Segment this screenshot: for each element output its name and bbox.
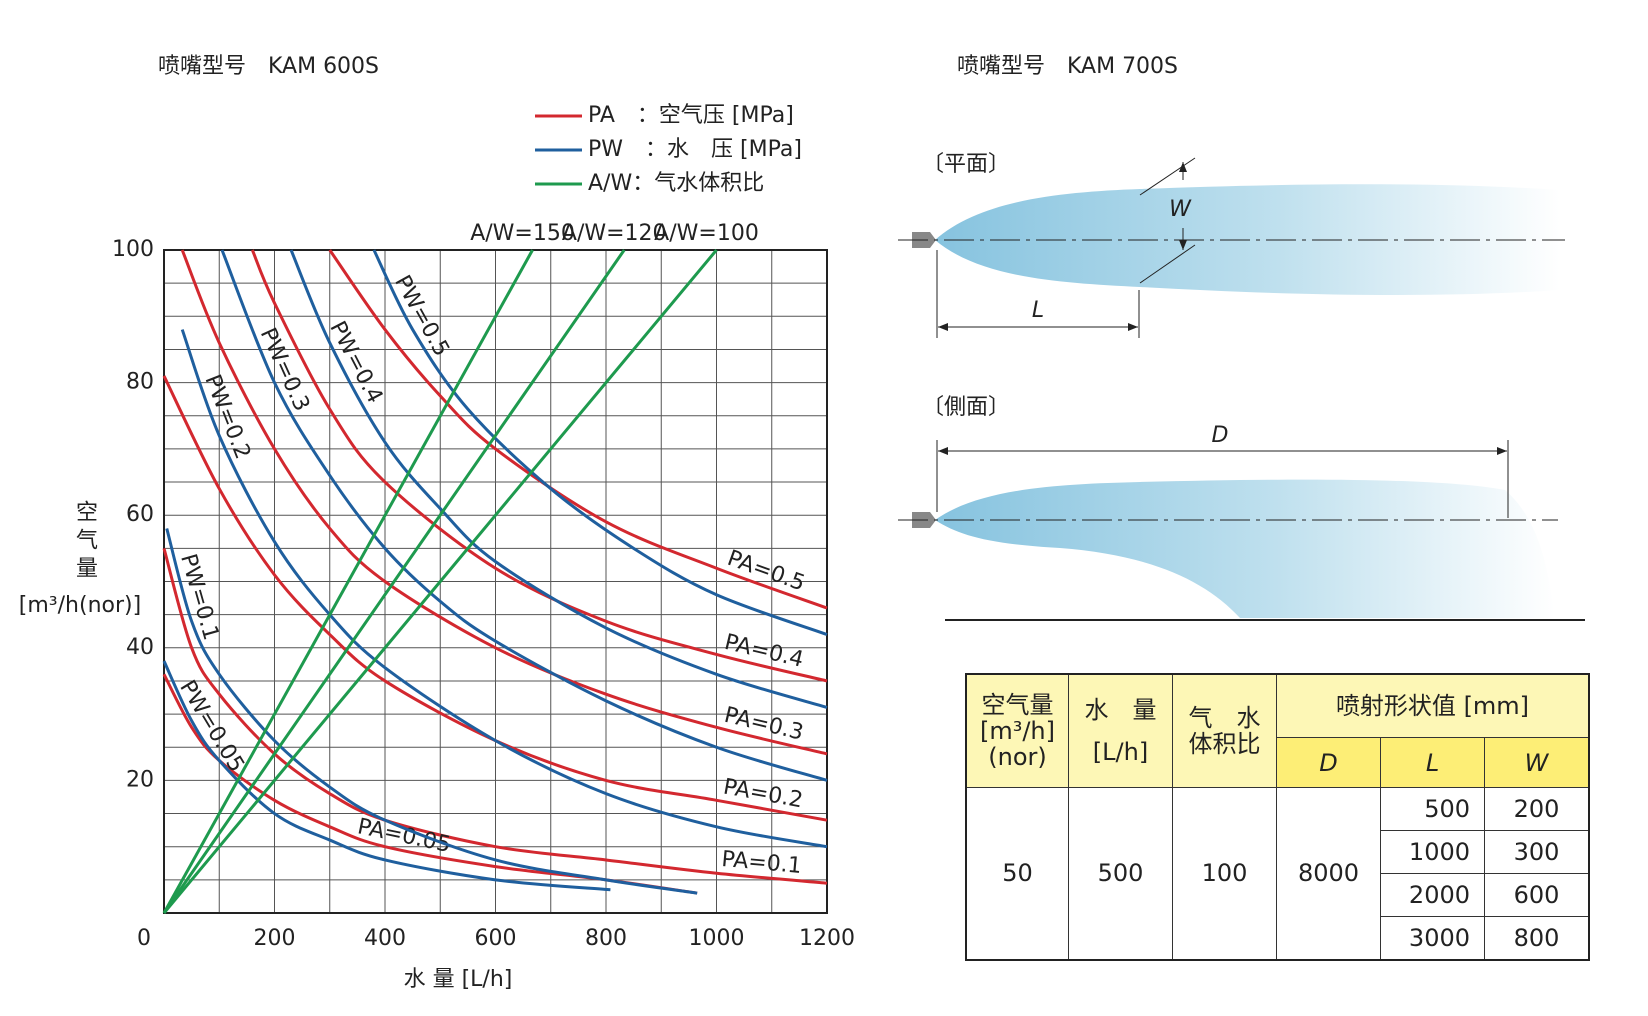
y-axis-title: 空气量 [72, 500, 98, 584]
series-label: A/W=100 [654, 221, 759, 246]
th-water: 水 量 [L/h] [1068, 673, 1173, 788]
cell: 800 [1484, 916, 1590, 960]
x-tick-label: 600 [475, 926, 517, 951]
legend-label: PW ：水 压 [MPa] [588, 137, 802, 162]
cell: 600 [1484, 873, 1590, 917]
ext-line [1139, 244, 1196, 284]
dim-w: W [1169, 197, 1192, 222]
series-line [165, 528, 698, 895]
cell: 2000 [1380, 873, 1485, 917]
chart-title: 喷嘴型号 KAM 600S [158, 54, 379, 79]
series-label: A/W=150 [470, 221, 575, 246]
th-l: L [1380, 737, 1485, 788]
series-line [162, 249, 534, 914]
y-tick-label: 20 [126, 767, 154, 792]
cell: 50 [965, 787, 1069, 960]
series-line [162, 249, 626, 914]
y-tick-label: 60 [126, 502, 154, 527]
th-ratio: 气 水体积比 [1172, 673, 1277, 788]
cell: 气 水 [1188, 704, 1261, 732]
spray-side [935, 479, 1555, 618]
spec-table: 空气量 [m³/h] (nor) 水 量 [L/h] 气 水体积比 喷射形状值 [mm… [965, 673, 1590, 961]
cell: 200 [1484, 787, 1590, 831]
dim-d: D [1212, 423, 1229, 448]
x-tick-label: 400 [364, 926, 406, 951]
cell: 空气量 [981, 691, 1054, 719]
series-line [162, 375, 828, 822]
y-tick-label: 80 [126, 370, 154, 395]
x-tick-label: 1000 [689, 926, 745, 951]
cell: (nor) [988, 743, 1047, 771]
legend-label: PA ：空气压 [MPa] [588, 103, 794, 128]
th-shape: 喷射形状值 [mm] [1276, 673, 1590, 738]
dim-l: L [1032, 298, 1044, 323]
series-line [372, 249, 828, 636]
series-line [162, 249, 718, 914]
diagram-title: 喷嘴型号 KAM 700S [957, 54, 1178, 79]
y-tick-label: 100 [112, 237, 154, 262]
series-line [180, 329, 828, 849]
side-label: 〔側面〕 [922, 395, 1010, 420]
cell: 3000 [1380, 916, 1485, 960]
plan-label: 〔平面〕 [922, 152, 1010, 177]
series-label: PW=0.1 [175, 551, 223, 643]
cell: 体积比 [1188, 730, 1261, 758]
series-line [220, 249, 828, 782]
y-axis-unit: [m³/h(nor)] [19, 593, 141, 618]
x-axis-title: 水 量 [L/h] [404, 967, 513, 992]
plot-frame [163, 249, 828, 914]
cell: 100 [1172, 787, 1277, 960]
series-line [251, 249, 828, 683]
series-line [289, 249, 828, 709]
series-label: A/W=120 [562, 221, 667, 246]
th-air: 空气量 [m³/h] (nor) [965, 673, 1069, 788]
cell: 1000 [1380, 830, 1485, 874]
x-tick-label: 1200 [799, 926, 855, 951]
cell: 500 [1068, 787, 1173, 960]
y-tick-label: 40 [126, 635, 154, 660]
series-line [328, 249, 828, 610]
th-w: W [1484, 737, 1590, 788]
series-label: PA=0.5 [724, 546, 808, 597]
series-line [162, 660, 611, 892]
cell: 300 [1484, 830, 1590, 874]
cell: 水 量 [1084, 696, 1157, 724]
cell: [m³/h] [979, 717, 1056, 745]
cell: [L/h] [1092, 738, 1149, 766]
th-d: D [1276, 737, 1381, 788]
x-tick-label: 0 [137, 926, 151, 951]
x-tick-label: 200 [254, 926, 296, 951]
legend-label: A/W：气水体积比 [588, 171, 764, 196]
cell: 500 [1380, 787, 1485, 831]
cell: 8000 [1276, 787, 1381, 960]
series-label: PW=0.05 [174, 676, 248, 777]
x-tick-label: 800 [585, 926, 627, 951]
